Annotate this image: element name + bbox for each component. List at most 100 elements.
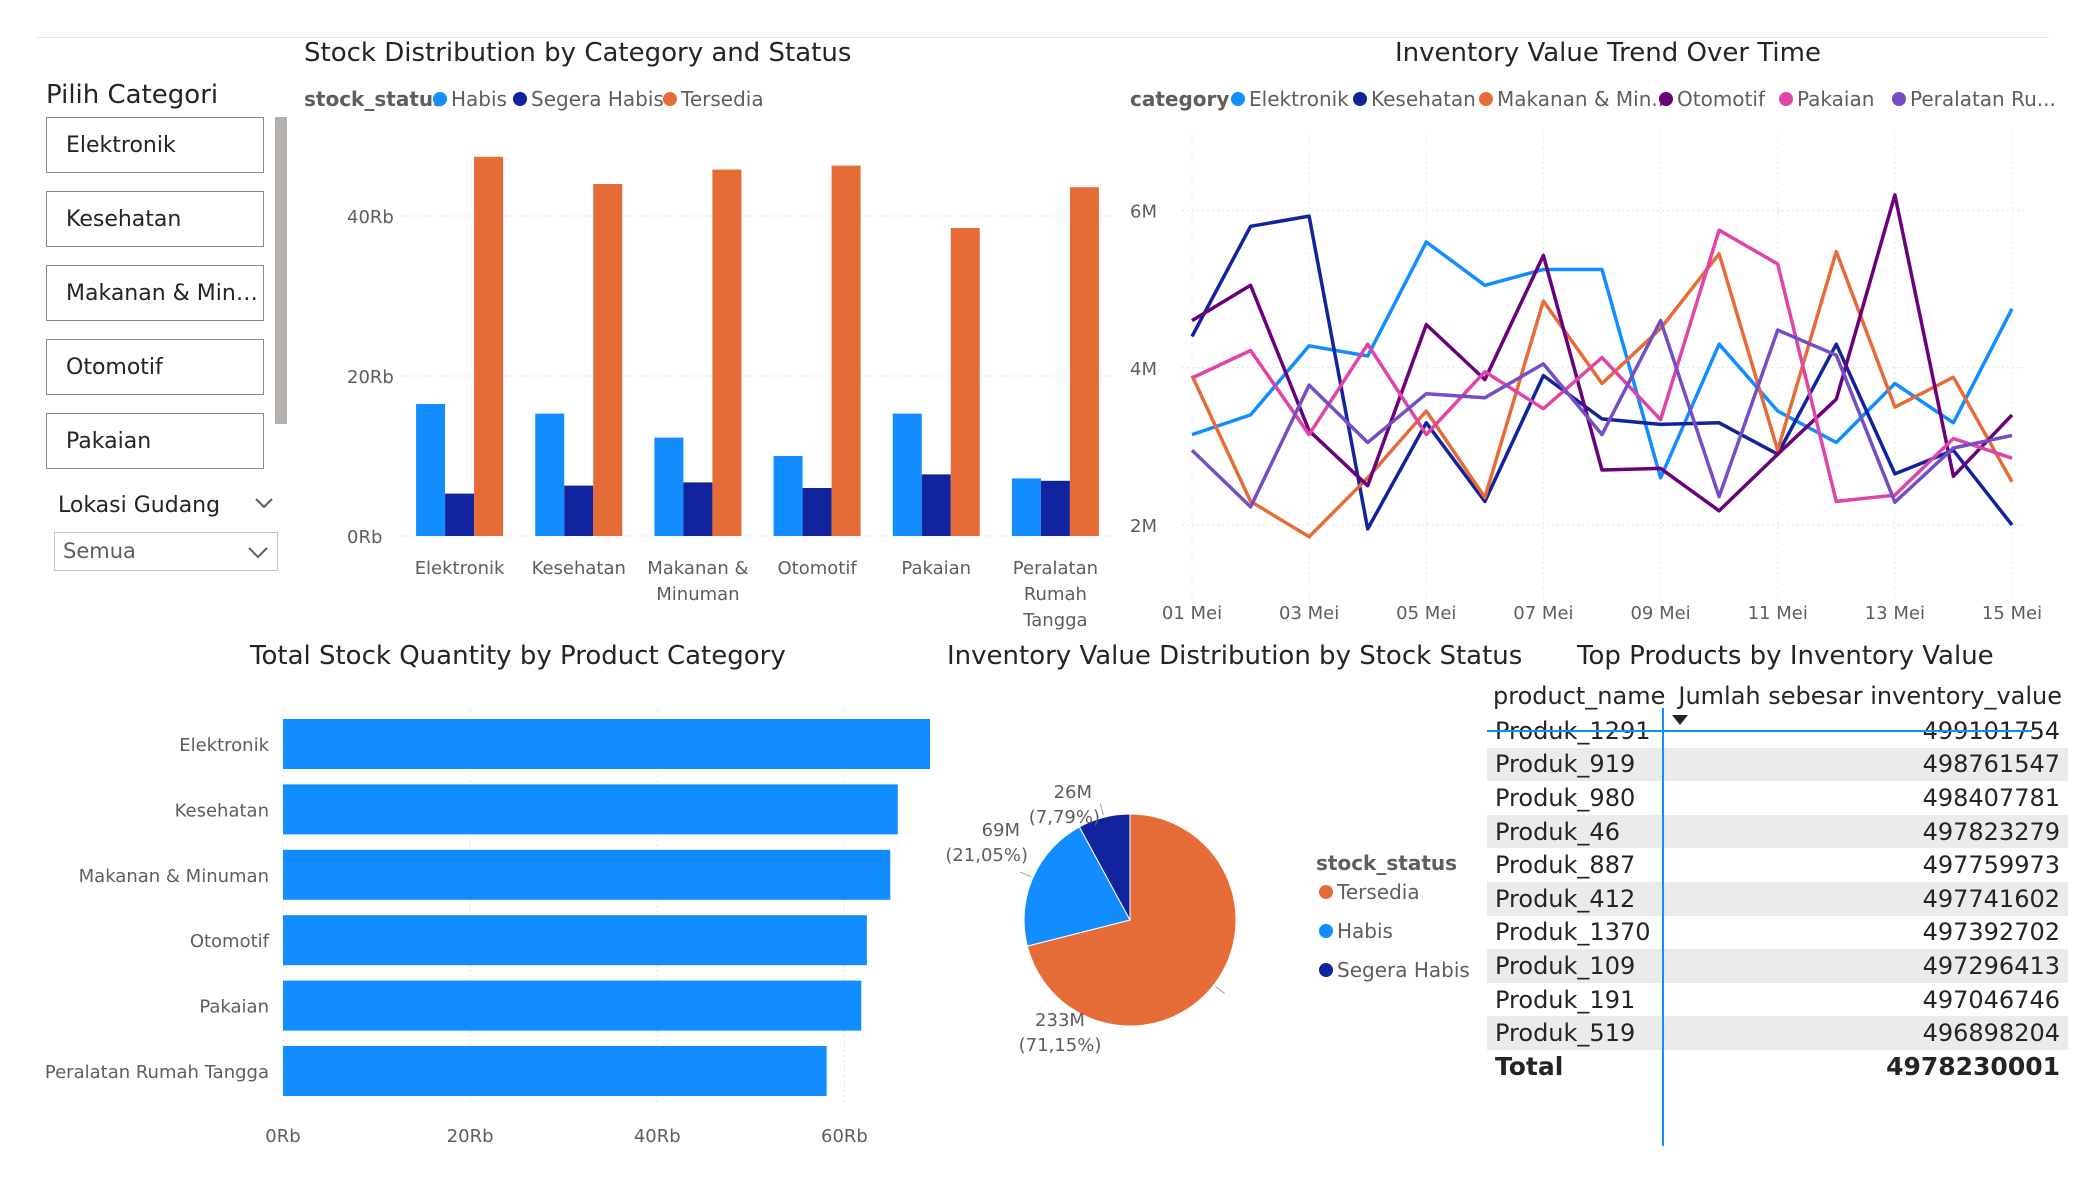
line-makanan-minuman bbox=[1190, 249, 2014, 539]
x-tick-label: Makanan & bbox=[647, 558, 748, 579]
bar-pakaian-habis bbox=[892, 413, 922, 536]
slicer-scrollbar[interactable] bbox=[275, 117, 287, 424]
gridlines bbox=[282, 710, 845, 1105]
bar-pakaian-tersedia bbox=[950, 228, 980, 536]
y-tick-label: Elektronik bbox=[179, 735, 269, 756]
leader-line bbox=[1099, 803, 1104, 816]
table-title: Top Products by Inventory Value bbox=[1577, 641, 1994, 671]
product-name-cell: Produk_109 bbox=[1487, 949, 1672, 983]
x-tick-label: 07 Mei bbox=[1513, 603, 1573, 624]
x-tick-label: 05 Mei bbox=[1396, 603, 1456, 624]
pie-labels: 233M (71,15%) 69M (21,05%) 26M (7,79%) bbox=[945, 782, 1226, 1056]
pie-slices bbox=[1023, 813, 1237, 1027]
product-name-cell: Produk_519 bbox=[1487, 1016, 1672, 1050]
axis-labels: 0Rb 20Rb 40Rb 60Rb Elektronik Kesehatan Makana… bbox=[45, 735, 868, 1147]
column-divider bbox=[1662, 708, 1664, 1146]
legend-label-otomotif: Otomotif bbox=[1677, 87, 1766, 111]
pie-percent-label: (7,79%) bbox=[1029, 807, 1100, 828]
table-row[interactable]: Produk_980 498407781 bbox=[1487, 781, 2068, 815]
bar-elektronik-habis bbox=[416, 404, 446, 536]
y-tick-label: 40Rb bbox=[347, 207, 394, 228]
table-row[interactable]: Produk_109 497296413 bbox=[1487, 949, 2069, 983]
bars bbox=[283, 719, 930, 1096]
pie-chart: 233M (71,15%) 69M (21,05%) 26M (7,79%) stock_… bbox=[945, 782, 1470, 1056]
bar-pakaian-segera-habis bbox=[921, 474, 951, 536]
table-row[interactable]: Produk_919 498761547 bbox=[1487, 747, 2069, 782]
bar-makanan-minuman bbox=[283, 849, 891, 900]
pie-percent-label: (21,05%) bbox=[945, 845, 1028, 866]
bar-makanan-minuman-habis bbox=[654, 437, 684, 536]
bars bbox=[416, 156, 1099, 537]
legend-label-segera-habis: Segera Habis bbox=[1337, 958, 1470, 982]
pie-slice-habis bbox=[1023, 826, 1131, 947]
table-row[interactable]: Produk_887 497759973 bbox=[1487, 848, 2068, 882]
legend-dot-kesehatan bbox=[1353, 92, 1367, 106]
column-header-value[interactable]: Jumlah sebesar inventory_value bbox=[1672, 678, 2068, 714]
pie-value-label: 69M bbox=[982, 820, 1020, 841]
bar-kesehatan-tersedia bbox=[593, 184, 623, 536]
slicer-item-otomotif[interactable]: Otomotif bbox=[46, 339, 264, 395]
y-tick-label: Peralatan Rumah Tangga bbox=[45, 1062, 269, 1083]
slicer-item-kesehatan[interactable]: Kesehatan bbox=[46, 191, 264, 247]
legend-title: category bbox=[1130, 87, 1229, 111]
pie-legend: stock_status Tersedia Habis Segera Habis bbox=[1316, 851, 1470, 982]
total-qty-chart: 0Rb 20Rb 40Rb 60Rb Elektronik Kesehatan Makana… bbox=[45, 710, 930, 1147]
table-row[interactable]: Produk_46 497823279 bbox=[1487, 814, 2069, 849]
x-tick-label: 40Rb bbox=[634, 1126, 681, 1147]
x-tick-label: 09 Mei bbox=[1630, 603, 1690, 624]
slicer-title: Pilih Categori bbox=[46, 80, 219, 110]
x-tick-label: 0Rb bbox=[265, 1126, 300, 1147]
location-dropdown[interactable]: Semua bbox=[54, 532, 278, 571]
x-tick-label: Elektronik bbox=[415, 558, 505, 579]
top-products-table: product_name Jumlah sebesar inventory_va… bbox=[1487, 678, 2069, 1084]
product-name-cell: Produk_919 bbox=[1487, 747, 1672, 782]
table-row[interactable]: Produk_1370 497392702 bbox=[1487, 916, 2068, 950]
slicer-item-elektronik[interactable]: Elektronik bbox=[46, 117, 264, 173]
y-tick-label: Otomotif bbox=[190, 931, 270, 952]
line-peralatan-rumah-tangga bbox=[1190, 318, 2013, 509]
legend-label-elektronik: Elektronik bbox=[1249, 87, 1349, 111]
bar-peralatan-rumah-tangga bbox=[283, 1046, 827, 1096]
chevron-down-icon bbox=[248, 547, 268, 559]
legend-dot-tersedia bbox=[1319, 885, 1333, 899]
bar-pakaian bbox=[283, 980, 862, 1031]
y-tick-label: Pakaian bbox=[199, 997, 269, 1018]
product-name-cell: Produk_46 bbox=[1487, 814, 1672, 849]
x-tick-label: Otomotif bbox=[777, 558, 857, 579]
bar-elektronik-tersedia bbox=[474, 156, 504, 537]
table-row[interactable]: Produk_519 496898204 bbox=[1487, 1016, 2069, 1050]
stock-dist-title: Stock Distribution by Category and Statu… bbox=[304, 38, 852, 68]
inventory-value-cell: 498761547 bbox=[1671, 747, 2069, 782]
stock-dist-chart: stock_status Habis Segera Habis Tersedia 0… bbox=[304, 87, 1115, 631]
sort-desc-icon[interactable] bbox=[1671, 714, 1689, 726]
legend-label-tersedia: Tersedia bbox=[680, 87, 764, 111]
chevron-down-icon[interactable] bbox=[254, 496, 274, 510]
bar-kesehatan-habis bbox=[535, 413, 565, 536]
inventory-value-cell: 497046746 bbox=[1922, 985, 2061, 1014]
leader-line bbox=[1019, 871, 1032, 878]
table-row[interactable]: Produk_191 497046746 bbox=[1487, 983, 2068, 1017]
column-header-value-label: Jumlah sebesar inventory_value bbox=[1678, 682, 2063, 710]
axis-labels: 0Rb 20Rb 40Rb Elektronik Kesehatan Makanan & M… bbox=[347, 207, 1098, 631]
gridlines bbox=[400, 215, 1115, 537]
x-tick-label: Kesehatan bbox=[532, 558, 626, 579]
column-header-product[interactable]: product_name bbox=[1493, 682, 1666, 710]
legend-label-segera-habis: Segera Habis bbox=[531, 87, 664, 111]
bar-peralatan-rumah-tangga-tersedia bbox=[1069, 187, 1099, 536]
bar-kesehatan-segera-habis bbox=[564, 485, 594, 536]
x-tick-label: 13 Mei bbox=[1865, 603, 1925, 624]
y-tick-label: Kesehatan bbox=[175, 800, 269, 821]
line-elektronik bbox=[1191, 240, 2014, 480]
bar-peralatan-rumah-tangga-habis bbox=[1011, 478, 1041, 536]
inventory-value-cell: 497741602 bbox=[1671, 881, 2069, 916]
legend-dot-pakaian bbox=[1779, 92, 1793, 106]
bar-peralatan-rumah-tangga-segera-habis bbox=[1040, 480, 1070, 536]
slicer-item-pakaian[interactable]: Pakaian bbox=[46, 413, 264, 469]
x-tick-label: 03 Mei bbox=[1279, 603, 1339, 624]
table-row[interactable]: Produk_412 497741602 bbox=[1487, 881, 2069, 916]
slicer-item-makanan-minuman[interactable]: Makanan & Minu... bbox=[46, 265, 264, 321]
y-tick-label: 0Rb bbox=[347, 527, 382, 548]
bar-makanan-minuman-tersedia bbox=[712, 169, 742, 536]
y-tick-label: 6M bbox=[1130, 202, 1157, 223]
pie-percent-label: (71,15%) bbox=[1019, 1035, 1102, 1056]
